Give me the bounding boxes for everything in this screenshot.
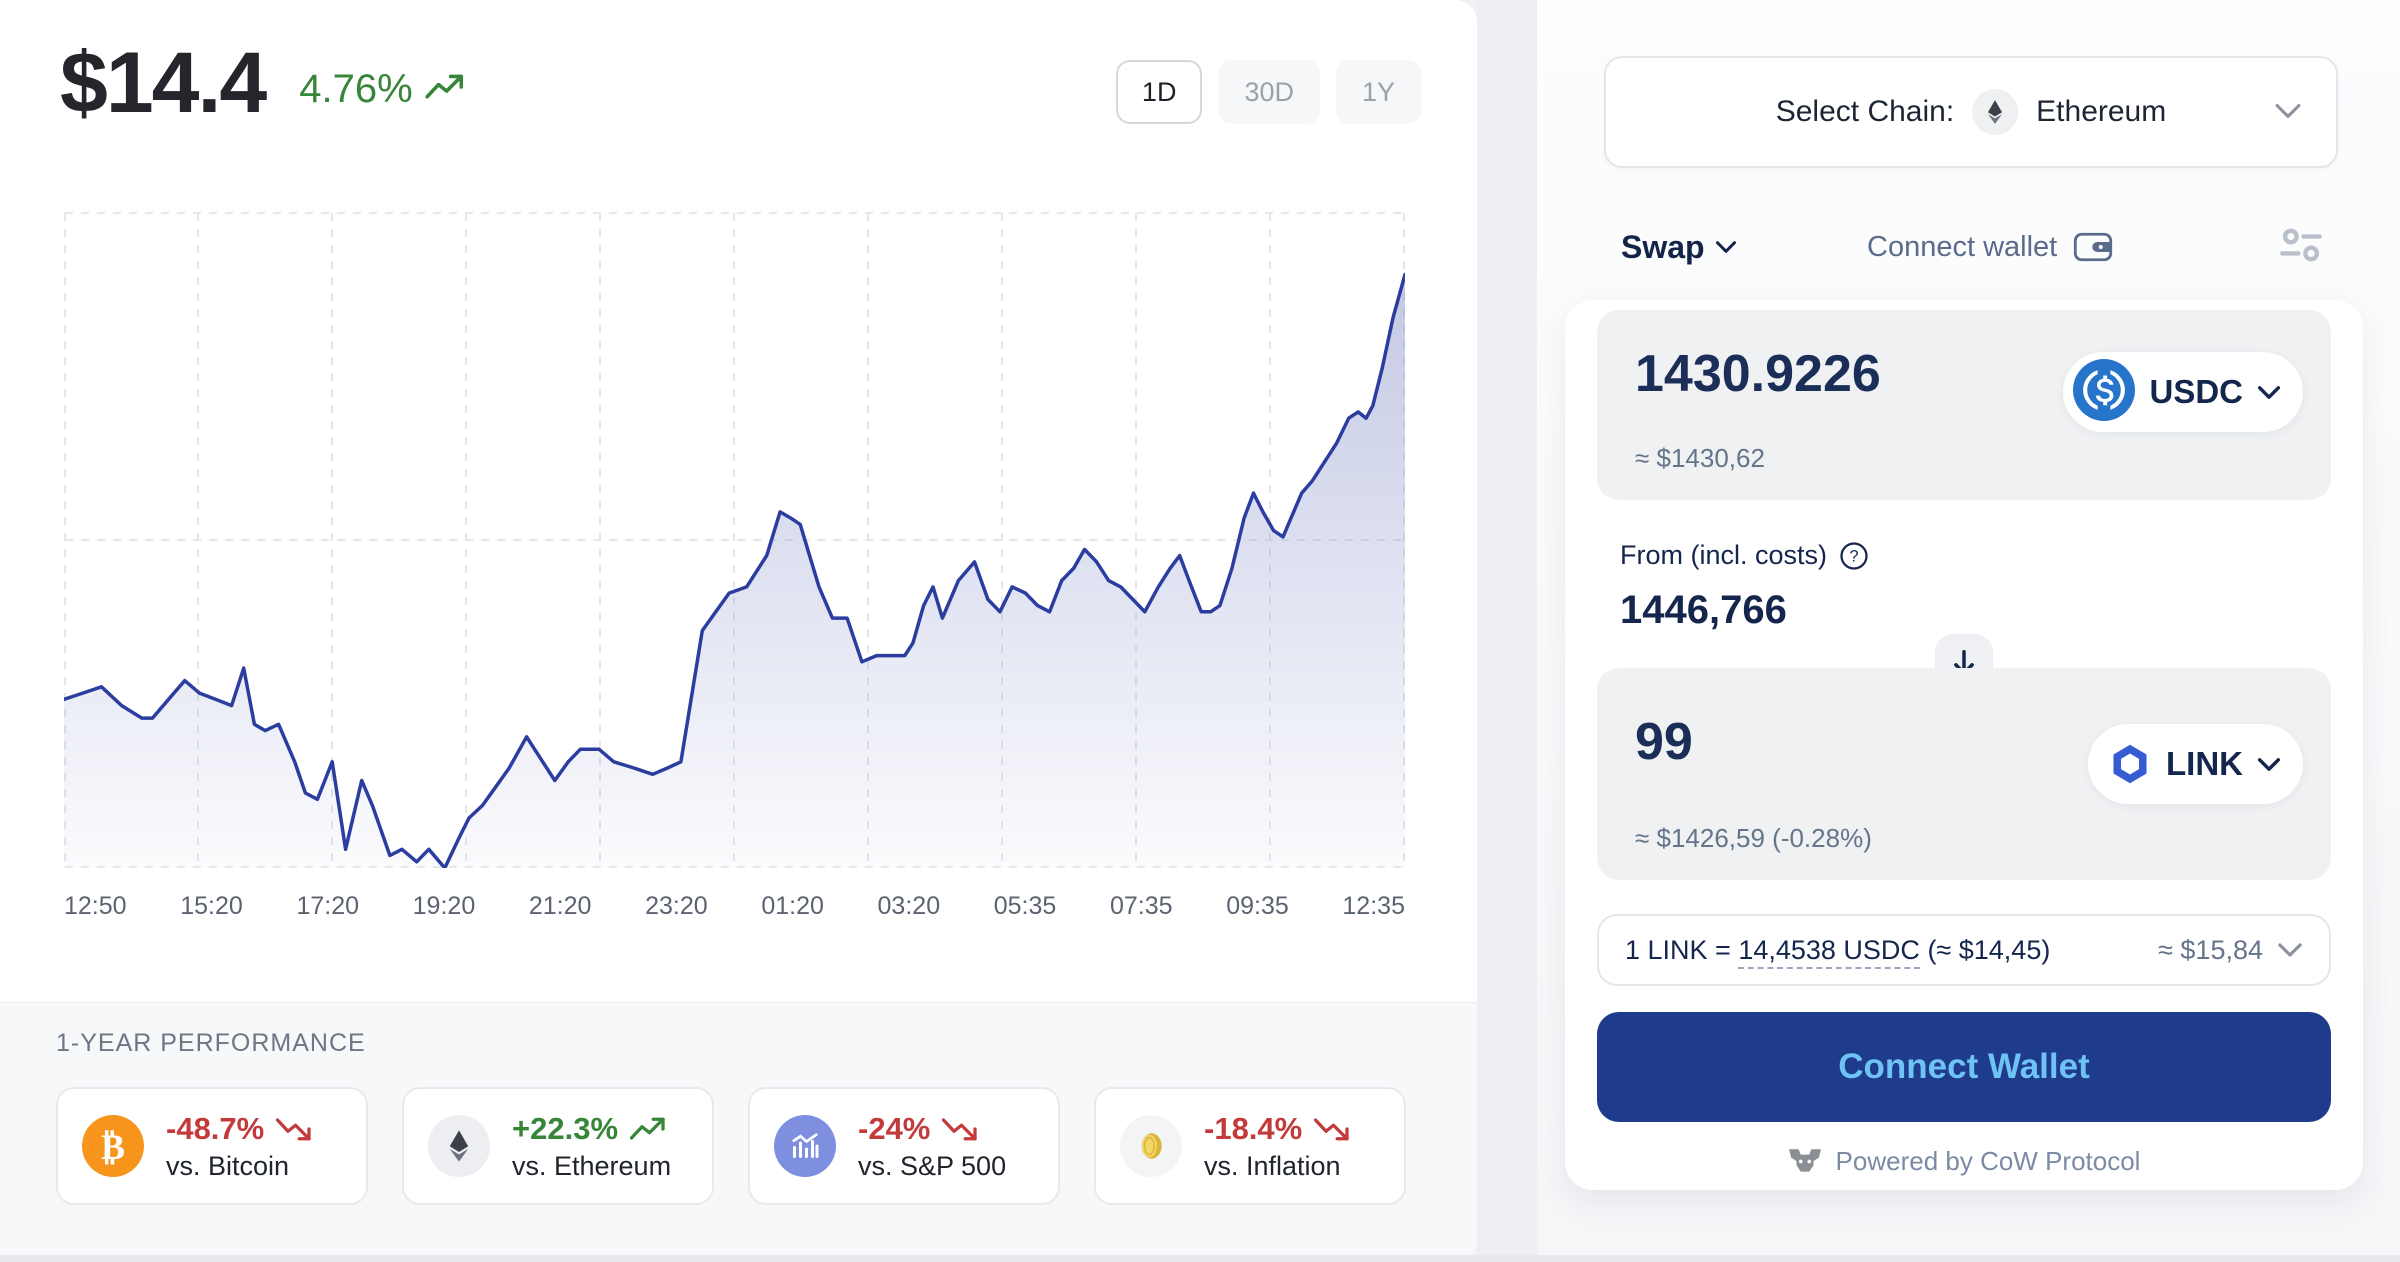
timeframe-switcher: 1D 30D 1Y bbox=[1115, 60, 1421, 124]
x-tick: 05:35 bbox=[993, 892, 1057, 920]
price-chart-svg bbox=[64, 212, 1405, 868]
exchange-rate-text: 1 LINK = 14,4538 USDC (≈ $14,45) bbox=[1625, 934, 2050, 969]
from-incl-costs-row: From (incl. costs) ? bbox=[1620, 540, 1869, 571]
buy-fiat-estimate: ≈ $1426,59 (-0.28%) bbox=[1635, 823, 1872, 853]
usdc-icon bbox=[2073, 358, 2136, 426]
from-incl-costs-amount: 1446,766 bbox=[1620, 588, 1787, 632]
chart-panel: $14.4 4.76% 1D 30D 1Y bbox=[0, 0, 1477, 1262]
current-price: $14.4 bbox=[60, 35, 267, 131]
x-tick: 12:50 bbox=[64, 892, 127, 920]
trend-up-icon bbox=[630, 1117, 665, 1140]
selected-chain-name: Ethereum bbox=[2036, 95, 2167, 128]
sell-token-box: 1430.9226 ≈ $1430,62 USDC bbox=[1597, 310, 2331, 500]
x-tick: 12:35 bbox=[1342, 892, 1405, 920]
chevron-down-icon bbox=[2278, 943, 2302, 957]
trade-mode-dropdown[interactable]: Swap bbox=[1621, 229, 1737, 266]
ethereum-icon bbox=[1972, 89, 2019, 135]
exchange-rate-row[interactable]: 1 LINK = 14,4538 USDC (≈ $14,45) ≈ $15,8… bbox=[1597, 914, 2331, 986]
x-tick: 17:20 bbox=[296, 892, 359, 920]
performance-label: vs. Ethereum bbox=[512, 1150, 672, 1181]
swap-widget-card: 1430.9226 ≈ $1430,62 USDC From (incl. co… bbox=[1565, 300, 2363, 1190]
performance-cards: ₿ -48.7% vs. Bitcoin bbox=[56, 1087, 1406, 1205]
buy-token-box: 99 ≈ $1426,59 (-0.28%) LINK bbox=[1597, 668, 2331, 880]
sp500-chart-icon bbox=[774, 1115, 836, 1177]
chevron-down-icon bbox=[2257, 385, 2281, 399]
buy-token-selector[interactable]: LINK bbox=[2088, 724, 2303, 804]
performance-percent: -48.7% bbox=[166, 1110, 265, 1146]
performance-label: vs. Bitcoin bbox=[166, 1150, 290, 1181]
trade-mode-label: Swap bbox=[1621, 228, 1705, 265]
rate-value: 14,4538 USDC bbox=[1738, 934, 1920, 969]
performance-percent: +22.3% bbox=[512, 1110, 619, 1146]
wallet-icon bbox=[2074, 232, 2113, 262]
buy-token-symbol: LINK bbox=[2166, 745, 2243, 782]
performance-card-ethereum: +22.3% vs. Ethereum bbox=[402, 1087, 714, 1205]
performance-card-bitcoin: ₿ -48.7% vs. Bitcoin bbox=[56, 1087, 368, 1205]
timeframe-1d-button[interactable]: 1D bbox=[1115, 60, 1203, 124]
x-tick: 23:20 bbox=[645, 892, 708, 920]
bottom-edge-strip bbox=[0, 1255, 2400, 1262]
price-chart bbox=[64, 212, 1405, 868]
from-incl-costs-label: From (incl. costs) bbox=[1620, 540, 1828, 570]
performance-percent: -18.4% bbox=[1204, 1110, 1303, 1146]
sell-fiat-estimate: ≈ $1430,62 bbox=[1635, 443, 1765, 473]
chart-area-fill bbox=[64, 274, 1405, 868]
timeframe-30d-button[interactable]: 30D bbox=[1218, 60, 1320, 124]
connect-wallet-button[interactable]: Connect Wallet bbox=[1597, 1012, 2331, 1122]
performance-card-inflation: -18.4% vs. Inflation bbox=[1094, 1087, 1406, 1205]
chain-selector-label: Select Chain: bbox=[1775, 95, 1955, 128]
performance-label: vs. S&P 500 bbox=[858, 1150, 1007, 1181]
x-tick: 21:20 bbox=[528, 892, 592, 920]
ethereum-icon bbox=[428, 1115, 490, 1177]
trend-down-icon bbox=[276, 1117, 311, 1140]
cow-icon bbox=[1788, 1148, 1821, 1172]
swap-panel: Select Chain: Ethereum Swap Connect wall… bbox=[1537, 0, 2400, 1262]
sell-token-symbol: USDC bbox=[2149, 373, 2243, 410]
chainlink-icon bbox=[2098, 742, 2152, 786]
gold-coin-icon bbox=[1120, 1115, 1182, 1177]
price-change-percent: 4.76% bbox=[299, 67, 413, 111]
price-header: $14.4 4.76% bbox=[60, 40, 465, 126]
x-tick: 07:35 bbox=[1109, 892, 1173, 920]
x-tick: 09:35 bbox=[1226, 892, 1289, 920]
bitcoin-icon: ₿ bbox=[82, 1115, 144, 1177]
svg-text:₿: ₿ bbox=[101, 1127, 125, 1168]
buy-amount-input[interactable]: 99 bbox=[1635, 713, 1693, 771]
performance-heading: 1-YEAR PERFORMANCE bbox=[56, 1029, 366, 1057]
help-icon[interactable]: ? bbox=[1839, 541, 1869, 571]
powered-by-label: Powered by CoW Protocol bbox=[1835, 1146, 2141, 1176]
price-change: 4.76% bbox=[299, 67, 464, 112]
x-tick: 01:20 bbox=[761, 892, 824, 920]
svg-text:?: ? bbox=[1849, 547, 1858, 565]
chain-selector[interactable]: Select Chain: Ethereum bbox=[1604, 56, 2338, 168]
performance-label: vs. Inflation bbox=[1204, 1150, 1341, 1181]
x-tick: 15:20 bbox=[180, 892, 243, 920]
rate-fiat-estimate: ≈ $15,84 bbox=[2158, 934, 2263, 965]
trend-down-icon bbox=[942, 1117, 978, 1140]
connect-wallet-link-label: Connect wallet bbox=[1867, 230, 2058, 263]
performance-section: 1-YEAR PERFORMANCE ₿ -48.7% vs. Bitcoin bbox=[0, 1002, 1477, 1262]
settings-sliders-icon[interactable] bbox=[2279, 225, 2323, 270]
chart-price-line bbox=[64, 272, 1405, 868]
x-tick: 03:20 bbox=[877, 892, 941, 920]
swap-toolbar: Swap Connect wallet bbox=[1621, 222, 2333, 272]
sell-token-selector[interactable]: USDC bbox=[2063, 352, 2303, 432]
timeframe-1y-button[interactable]: 1Y bbox=[1335, 60, 1421, 124]
chevron-down-icon bbox=[2274, 102, 2302, 125]
x-tick: 19:20 bbox=[412, 892, 476, 920]
panel-divider bbox=[1477, 0, 1537, 1262]
performance-percent: -24% bbox=[858, 1110, 931, 1146]
powered-by-cow-protocol[interactable]: Powered by CoW Protocol bbox=[1565, 1146, 2363, 1177]
sell-amount-input[interactable]: 1430.9226 bbox=[1635, 345, 1881, 403]
chart-x-axis: 12:50 15:20 17:20 19:20 21:20 23:20 01:2… bbox=[64, 892, 1405, 921]
performance-card-sp500: -24% vs. S&P 500 bbox=[748, 1087, 1060, 1205]
chevron-down-icon bbox=[2257, 757, 2281, 771]
chevron-down-icon bbox=[1715, 241, 1736, 253]
trend-up-icon bbox=[424, 74, 465, 105]
connect-wallet-link[interactable]: Connect wallet bbox=[1867, 230, 2113, 264]
trend-down-icon bbox=[1314, 1117, 1349, 1140]
